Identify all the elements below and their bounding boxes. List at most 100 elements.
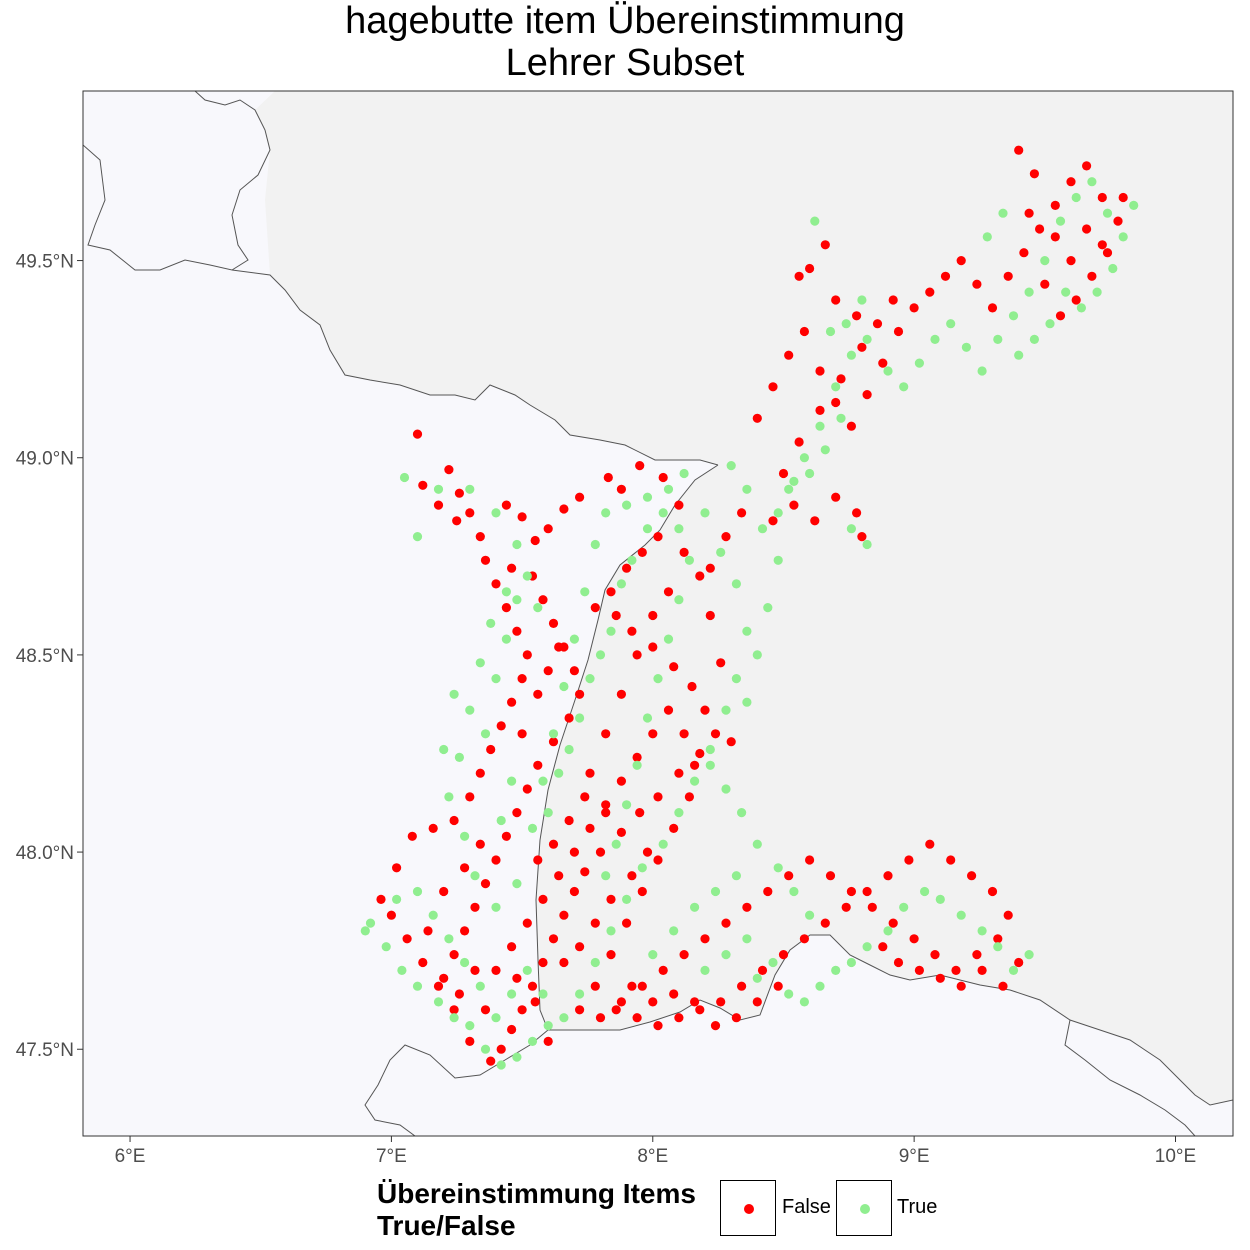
point-true	[658, 508, 668, 518]
point-true	[731, 674, 742, 684]
scatter-points	[360, 145, 1139, 1070]
point-false	[857, 532, 867, 542]
point-true	[632, 760, 642, 770]
point-false	[1014, 145, 1024, 155]
point-true	[501, 587, 511, 597]
point-false	[548, 934, 559, 944]
point-true	[439, 744, 449, 755]
point-true	[616, 579, 627, 589]
point-false	[1019, 248, 1029, 258]
point-false	[648, 642, 658, 652]
point-false	[554, 642, 564, 652]
point-true	[789, 886, 799, 897]
point-false	[1040, 279, 1050, 289]
point-false	[690, 997, 700, 1007]
point-true	[1071, 192, 1081, 203]
point-true	[460, 831, 470, 841]
point-false	[496, 1044, 506, 1054]
point-false	[533, 760, 543, 770]
point-false	[778, 950, 789, 960]
point-true	[721, 950, 731, 960]
point-false	[454, 989, 464, 999]
point-true	[784, 989, 794, 999]
point-false	[486, 744, 496, 755]
point-false	[1071, 295, 1081, 305]
point-false	[794, 271, 804, 281]
point-true	[789, 476, 799, 486]
point-false	[1050, 232, 1060, 242]
point-false	[585, 768, 595, 778]
map-region-east	[255, 91, 1233, 1105]
point-false	[653, 1021, 663, 1031]
point-false	[575, 1005, 585, 1015]
point-true	[820, 445, 830, 455]
point-false	[575, 689, 585, 699]
point-true	[674, 524, 684, 534]
point-true	[737, 808, 747, 818]
point-true	[606, 926, 616, 936]
point-true	[914, 358, 925, 368]
point-false	[752, 997, 762, 1007]
legend-key-true	[836, 1180, 892, 1236]
point-false	[522, 784, 532, 794]
point-true	[480, 729, 491, 739]
point-true	[883, 366, 893, 376]
point-false	[512, 808, 522, 818]
point-false	[418, 957, 428, 968]
point-false	[721, 532, 731, 542]
point-false	[601, 808, 611, 818]
point-false	[1055, 311, 1066, 321]
point-false	[428, 823, 438, 834]
point-false	[601, 800, 611, 810]
point-false	[418, 480, 428, 490]
point-false	[632, 752, 642, 763]
point-false	[491, 579, 501, 589]
point-true	[716, 547, 726, 558]
point-true	[548, 729, 559, 739]
point-true	[700, 508, 710, 518]
point-true	[392, 894, 402, 905]
point-false	[862, 886, 872, 897]
point-false	[517, 1005, 527, 1015]
point-false	[433, 500, 444, 510]
point-false	[611, 1005, 621, 1015]
point-false	[635, 461, 645, 471]
point-true	[690, 902, 700, 912]
point-false	[815, 366, 825, 376]
point-false	[846, 421, 857, 431]
point-false	[530, 535, 540, 546]
point-true	[365, 918, 376, 928]
point-false	[857, 342, 867, 352]
point-false	[710, 1021, 721, 1031]
point-false	[721, 918, 731, 928]
point-false	[653, 855, 663, 865]
point-false	[946, 855, 956, 865]
point-false	[449, 950, 459, 960]
border-line-north	[83, 91, 271, 271]
point-true	[444, 792, 454, 802]
point-true	[595, 650, 606, 660]
point-true	[731, 579, 742, 589]
point-false	[773, 981, 783, 991]
legend-swatch-true	[860, 1204, 870, 1214]
point-false	[454, 488, 464, 498]
point-false	[465, 1036, 475, 1046]
point-false	[564, 713, 574, 723]
point-false	[784, 871, 794, 881]
point-true	[784, 484, 794, 494]
point-false	[439, 886, 449, 897]
point-true	[930, 334, 940, 344]
point-false	[465, 508, 475, 518]
point-false	[627, 871, 637, 881]
point-false	[888, 918, 898, 928]
point-false	[799, 326, 810, 337]
point-true	[522, 571, 532, 581]
point-false	[695, 1005, 705, 1015]
point-true	[831, 965, 841, 976]
point-true	[501, 634, 511, 644]
point-true	[763, 603, 773, 613]
point-false	[402, 934, 412, 944]
point-true	[397, 965, 407, 976]
legend-label-false: False	[782, 1196, 831, 1218]
point-false	[742, 902, 752, 912]
